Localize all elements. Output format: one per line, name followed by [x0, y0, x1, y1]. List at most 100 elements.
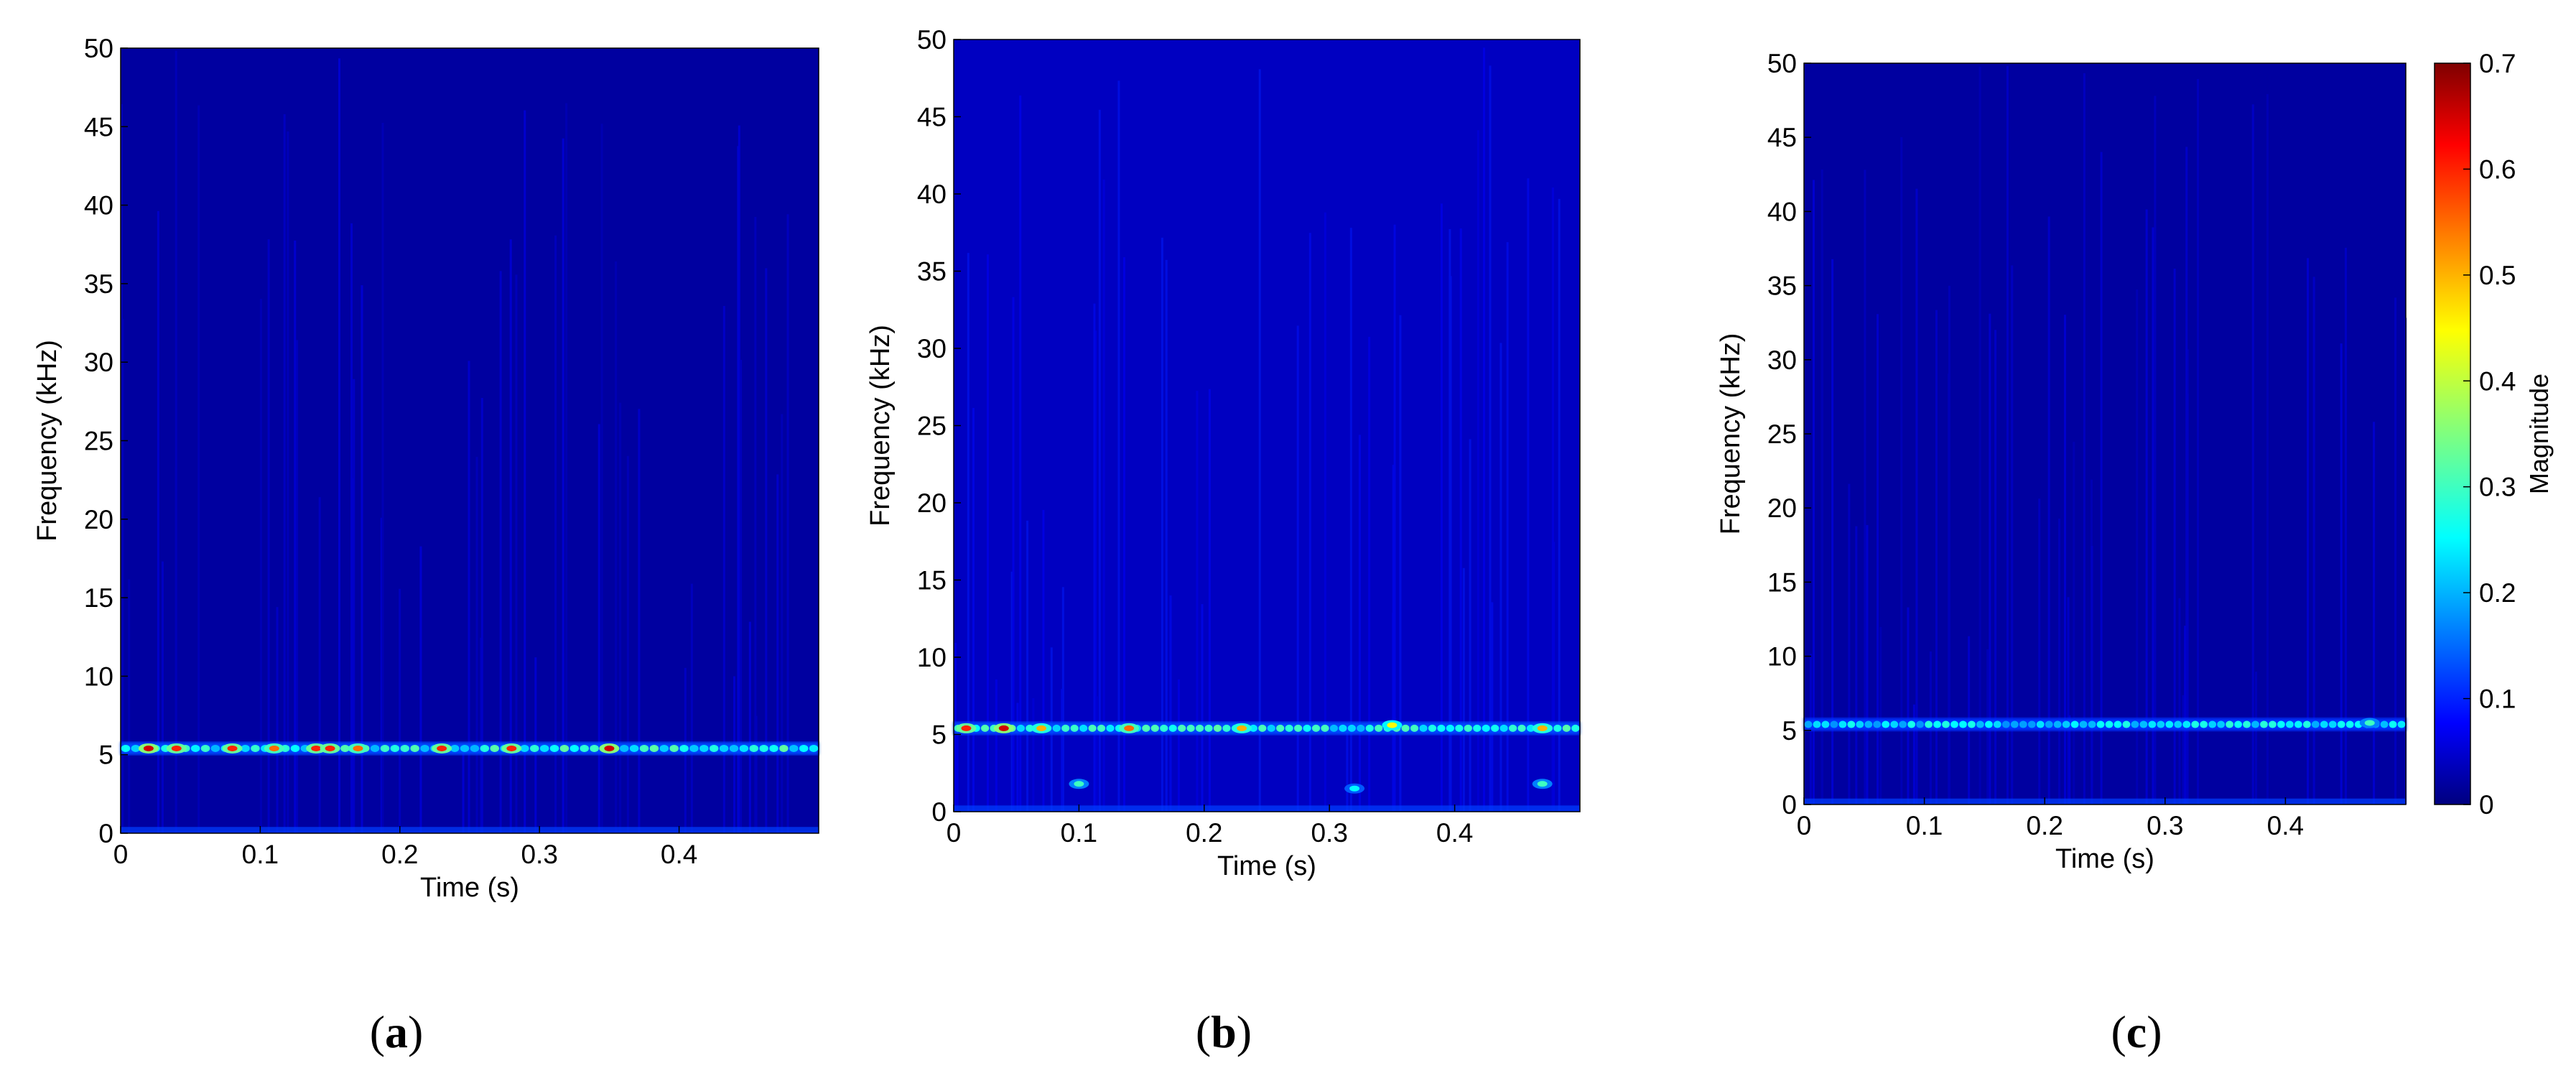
y-tick-label: 45 [1767, 123, 1797, 152]
hotspot [506, 745, 517, 751]
band-point [629, 744, 639, 752]
colorbar-tick-label: 0.7 [2479, 49, 2516, 78]
spectrogram-panel-b: 0 5 10 15 20 25 30 35 40 45 50 0 0.1 0.2 0.3 0.4 Time (s… [865, 25, 1581, 881]
noise-streak [1177, 679, 1180, 812]
band-point [1097, 724, 1106, 732]
y-tick-label: 15 [1767, 567, 1797, 597]
band-point [1016, 724, 1026, 732]
noise-streak [1169, 595, 1172, 812]
x-tick-label: 0.3 [521, 840, 557, 869]
noise-streak [754, 216, 757, 834]
band-point [1526, 724, 1535, 732]
noise-streak [619, 402, 622, 833]
band-point [1437, 724, 1446, 732]
band-point [470, 744, 480, 752]
band-point [1882, 720, 1890, 728]
noise-streak [1912, 704, 1915, 804]
noise-streak [1012, 297, 1015, 812]
band-point [390, 744, 400, 752]
noise-streak [515, 274, 518, 833]
band-point [1329, 724, 1339, 732]
band-point [539, 744, 549, 752]
noise-streak [1042, 509, 1045, 812]
band-point [809, 744, 819, 752]
noise-streak [1026, 520, 1029, 812]
band-point [480, 744, 490, 752]
noise-streak [722, 305, 725, 833]
y-tick-label: 30 [1767, 345, 1797, 375]
band-point [659, 744, 669, 752]
band-point [1933, 720, 1941, 728]
band-point [1160, 724, 1168, 732]
noise-streak [2073, 442, 2075, 804]
band-point [1508, 724, 1517, 732]
band-point [679, 744, 689, 752]
noise-streak [2145, 209, 2148, 805]
band-point [2001, 720, 2010, 728]
noise-streak [267, 239, 270, 833]
band-point [590, 744, 599, 752]
band-point [490, 744, 499, 752]
x-tick-label: 0.4 [1436, 818, 1473, 848]
noise-streak [351, 478, 354, 833]
noise-streak [2197, 78, 2200, 804]
band-point [1168, 724, 1177, 732]
hotspot [1237, 725, 1247, 731]
band-point [1365, 724, 1374, 732]
panel-caption-a: (a) [370, 1006, 424, 1057]
noise-streak [1907, 607, 1910, 804]
noise-streak [2173, 269, 2176, 804]
band-point [1856, 720, 1864, 728]
band-point [2260, 720, 2268, 728]
band-point [420, 744, 429, 752]
x-axis-label: Time (s) [420, 873, 519, 903]
band-point [789, 744, 799, 752]
noise-streak [2083, 73, 2086, 804]
band-point [2294, 720, 2302, 728]
band-point [1950, 720, 1958, 728]
band-point [1473, 724, 1482, 732]
noise-streak [2373, 422, 2376, 804]
band-point [1276, 724, 1285, 732]
noise-streak [1491, 602, 1494, 812]
band-point [2079, 720, 2088, 728]
band-point [2182, 720, 2191, 728]
noise-streak [462, 752, 465, 833]
hotspot [961, 725, 972, 731]
noise-streak [1469, 439, 1471, 812]
noise-streak [2186, 394, 2189, 804]
y-tick-label: 35 [1767, 272, 1797, 301]
band-point [2165, 720, 2174, 728]
y-tick-label: 10 [84, 662, 113, 691]
band-point [1553, 724, 1562, 732]
noise-streak [1821, 169, 1823, 804]
noise-streak [1122, 257, 1125, 812]
y-tick-label: 35 [917, 257, 947, 287]
noise-streak [1506, 242, 1509, 812]
y-tick-label: 50 [84, 34, 113, 63]
band-point [2105, 720, 2114, 728]
band-point [2027, 720, 2036, 728]
panel-caption-c-letter: c [2126, 1006, 2147, 1057]
noise-streak [1349, 228, 1352, 812]
svg-text:(b): (b) [1196, 1006, 1252, 1057]
noise-streak [509, 239, 512, 833]
noise-streak [987, 254, 990, 812]
band-point [1285, 724, 1293, 732]
noise-streak [1095, 696, 1098, 812]
x-tick-label: 0.2 [2026, 811, 2063, 840]
colorbar-tick-label: 0.6 [2479, 154, 2516, 184]
noise-streak [956, 730, 959, 812]
noise-streak [600, 124, 603, 834]
noise-streak [1900, 136, 1903, 804]
band-point [1864, 720, 1873, 728]
noise-streak [1994, 330, 1997, 804]
noise-streak [283, 113, 286, 833]
band-point [1491, 724, 1499, 732]
band-point [1968, 720, 1976, 728]
band-point [2019, 720, 2027, 728]
band-point [2062, 720, 2070, 728]
noise-streak [1117, 80, 1120, 812]
band-point [1150, 724, 1159, 732]
